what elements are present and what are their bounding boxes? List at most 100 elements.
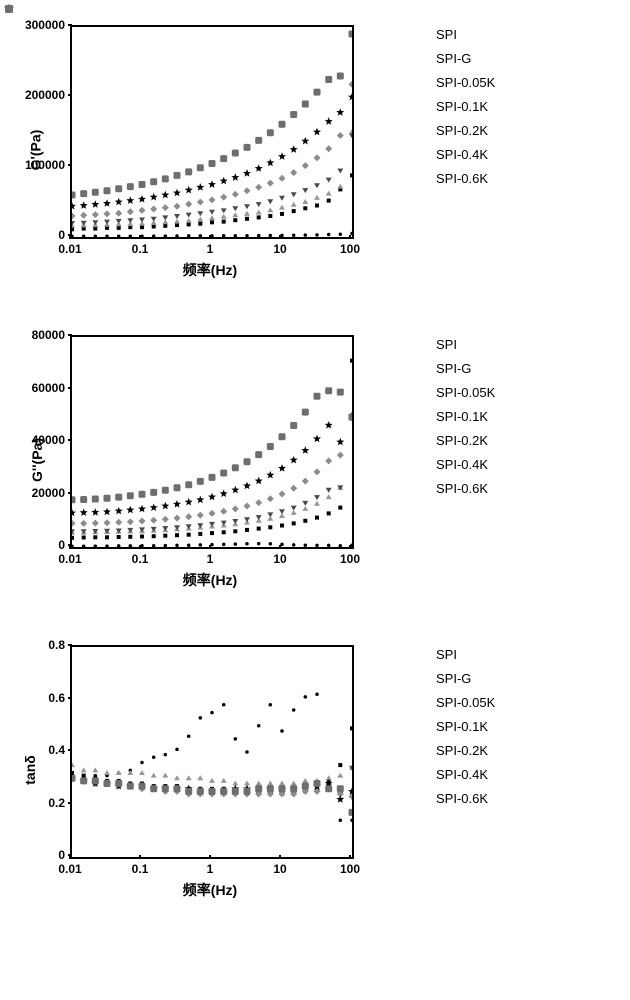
- xtick: 100: [340, 242, 360, 256]
- ytick: 0: [10, 538, 65, 552]
- legend-item: SPI-G: [410, 49, 495, 67]
- legend-item: SPI: [410, 645, 495, 663]
- legend-label: SPI: [436, 647, 457, 662]
- legend-item: SPI-0.2K: [410, 431, 495, 449]
- legend-label: SPI-0.6K: [436, 791, 488, 806]
- xtick: 1: [207, 862, 214, 876]
- legend-marker: [410, 145, 428, 163]
- legend-label: SPI-G: [436, 51, 471, 66]
- legend-label: SPI-0.2K: [436, 743, 488, 758]
- ytick: 200000: [10, 88, 65, 102]
- ytick: 0.2: [10, 796, 65, 810]
- legend-marker: [410, 717, 428, 735]
- data-points: [72, 27, 352, 237]
- legend: SPI SPI-G SPI-0.05K SPI-0.1K SPI-0.2K SPI-0.4…: [410, 10, 495, 290]
- xlabel: 频率(Hz): [70, 880, 350, 900]
- xtick: 10: [273, 552, 286, 566]
- legend-label: SPI-0.05K: [436, 75, 495, 90]
- legend-marker: [410, 73, 428, 91]
- legend-item: SPI-0.6K: [410, 479, 495, 497]
- legend-item: SPI-0.4K: [410, 455, 495, 473]
- xtick: 100: [340, 862, 360, 876]
- chart-box: 01000002000003000000.010.1110100G'(Pa)频率…: [10, 10, 390, 290]
- legend-item: SPI-G: [410, 359, 495, 377]
- xlabel: 频率(Hz): [70, 260, 350, 280]
- legend-label: SPI-0.6K: [436, 481, 488, 496]
- legend-marker: [410, 789, 428, 807]
- legend: SPI SPI-G SPI-0.05K SPI-0.1K SPI-0.2K SPI-0.4…: [410, 630, 495, 910]
- data-points: [72, 337, 352, 547]
- ytick: 0: [10, 228, 65, 242]
- ytick: 0.8: [10, 638, 65, 652]
- ytick: 60000: [10, 381, 65, 395]
- ytick: 0: [10, 848, 65, 862]
- xtick: 1: [207, 242, 214, 256]
- xtick: 0.1: [132, 242, 149, 256]
- legend-marker: [410, 645, 428, 663]
- legend-item: SPI-0.05K: [410, 383, 495, 401]
- legend-label: SPI-0.2K: [436, 123, 488, 138]
- legend-label: SPI-0.05K: [436, 695, 495, 710]
- data-points: [72, 647, 352, 857]
- legend-label: SPI-0.4K: [436, 457, 488, 472]
- legend-label: SPI: [436, 27, 457, 42]
- ytick: 80000: [10, 328, 65, 342]
- ytick: 20000: [10, 486, 65, 500]
- legend-marker: [410, 359, 428, 377]
- legend-label: SPI-0.4K: [436, 767, 488, 782]
- xtick: 0.01: [58, 862, 81, 876]
- xtick: 0.1: [132, 552, 149, 566]
- ylabel: tanδ: [22, 755, 38, 785]
- legend-marker: [410, 693, 428, 711]
- legend-item: SPI: [410, 25, 495, 43]
- xlabel: 频率(Hz): [70, 570, 350, 590]
- legend-marker: [410, 335, 428, 353]
- xtick: 1: [207, 552, 214, 566]
- legend-marker: [410, 765, 428, 783]
- ylabel: G''(Pa): [29, 438, 45, 482]
- chart-box: 00.20.40.60.80.010.1110100tanδ频率(Hz): [10, 630, 390, 910]
- legend-label: SPI-0.2K: [436, 433, 488, 448]
- legend-label: SPI-0.05K: [436, 385, 495, 400]
- legend-item: SPI-0.05K: [410, 73, 495, 91]
- legend-item: SPI: [410, 335, 495, 353]
- xtick: 100: [340, 552, 360, 566]
- legend-item: SPI-0.4K: [410, 145, 495, 163]
- xtick: 0.01: [58, 552, 81, 566]
- chart-panel-p3: 00.20.40.60.80.010.1110100tanδ频率(Hz)SPIS…: [10, 630, 630, 910]
- legend-item: SPI-0.2K: [410, 741, 495, 759]
- xtick: 10: [273, 862, 286, 876]
- legend-item: SPI-0.6K: [410, 789, 495, 807]
- legend-item: SPI-0.6K: [410, 169, 495, 187]
- legend-item: SPI-0.05K: [410, 693, 495, 711]
- legend-marker: [410, 741, 428, 759]
- legend-marker: [410, 169, 428, 187]
- legend-marker: [410, 407, 428, 425]
- xtick: 0.1: [132, 862, 149, 876]
- legend-label: SPI: [436, 337, 457, 352]
- legend-marker: [410, 49, 428, 67]
- legend-marker: [410, 121, 428, 139]
- legend-label: SPI-0.1K: [436, 409, 488, 424]
- legend-marker: [410, 669, 428, 687]
- legend-item: SPI-0.1K: [410, 407, 495, 425]
- ytick: 300000: [10, 18, 65, 32]
- legend-label: SPI-0.1K: [436, 719, 488, 734]
- legend-marker: [410, 431, 428, 449]
- legend-item: SPI-0.4K: [410, 765, 495, 783]
- legend-label: SPI-G: [436, 671, 471, 686]
- legend-marker: [410, 97, 428, 115]
- xtick: 10: [273, 242, 286, 256]
- chart-panel-p1: 01000002000003000000.010.1110100G'(Pa)频率…: [10, 10, 630, 290]
- legend-label: SPI-0.4K: [436, 147, 488, 162]
- legend-marker: [410, 383, 428, 401]
- legend-marker: [410, 479, 428, 497]
- legend-marker: [410, 455, 428, 473]
- xtick: 0.01: [58, 242, 81, 256]
- legend-label: SPI-0.1K: [436, 99, 488, 114]
- plot-area: [70, 25, 354, 239]
- legend-item: SPI-0.1K: [410, 717, 495, 735]
- legend-label: SPI-0.6K: [436, 171, 488, 186]
- legend: SPI SPI-G SPI-0.05K SPI-0.1K SPI-0.2K SPI-0.4…: [410, 320, 495, 600]
- ylabel: G'(Pa): [27, 130, 43, 171]
